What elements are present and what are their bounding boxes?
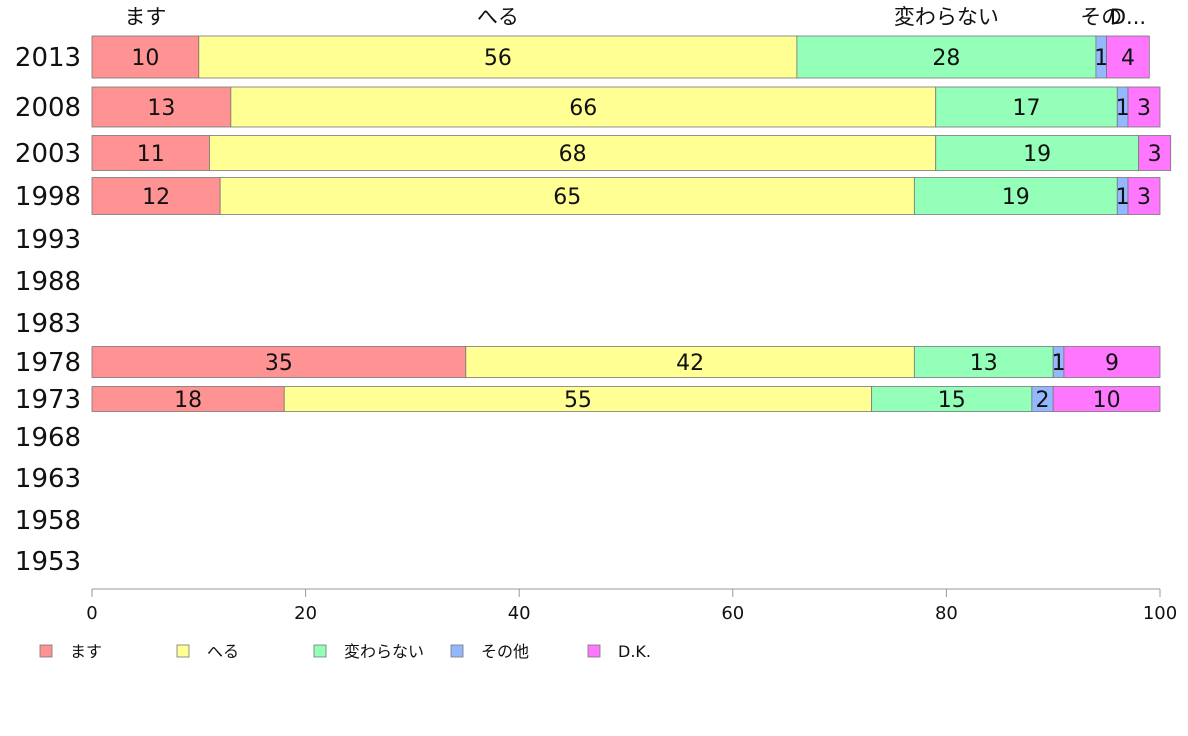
bar-2003-2 bbox=[935, 135, 1140, 171]
bar-label-2008-3: 1 bbox=[1116, 96, 1130, 121]
bar-label-2003-0: 11 bbox=[137, 142, 165, 167]
year-labels: 2013 2008 2003 1998 1993 1988 1983 1978 1973 1968… bbox=[15, 43, 81, 577]
x-tick-label-4: 80 bbox=[935, 603, 958, 624]
bar-label-1998-2: 19 bbox=[1002, 185, 1030, 210]
bar-2013-1 bbox=[198, 35, 798, 79]
bar-label-2013-3: 1 bbox=[1094, 46, 1108, 71]
top-label-2: 変わらない bbox=[894, 5, 999, 29]
bar-label-1973-2: 15 bbox=[938, 388, 966, 413]
bar-label-1978-1: 42 bbox=[676, 351, 704, 376]
top-label-1: へる bbox=[477, 5, 519, 29]
bar-1973-0 bbox=[91, 386, 285, 412]
legend-swatch-1 bbox=[176, 644, 190, 658]
x-axis: 0 20 40 60 80 100 bbox=[86, 588, 1177, 624]
legend-swatch-2 bbox=[313, 644, 327, 658]
legend: ます へる 変わらない その他 D.K. bbox=[39, 642, 651, 661]
bar-2013-2 bbox=[796, 35, 1097, 79]
legend-label-0: ます bbox=[70, 642, 102, 661]
bar-label-2008-4: 3 bbox=[1137, 96, 1151, 121]
legend-swatch-4 bbox=[587, 644, 601, 658]
year-label-1998: 1998 bbox=[15, 182, 81, 212]
year-label-1963: 1963 bbox=[15, 464, 81, 494]
bar-label-1973-0: 18 bbox=[174, 388, 202, 413]
legend-swatch-3 bbox=[450, 644, 464, 658]
bar-1973-4 bbox=[1052, 386, 1161, 412]
bar-1998-2 bbox=[913, 177, 1118, 215]
bar-2003-4 bbox=[1138, 135, 1172, 171]
legend-label-2: 変わらない bbox=[344, 642, 424, 661]
bar-2008-1 bbox=[230, 86, 937, 128]
year-label-1973: 1973 bbox=[15, 385, 81, 415]
year-label-1953: 1953 bbox=[15, 547, 81, 577]
bar-1998-0 bbox=[91, 177, 221, 215]
bar-label-1978-3: 1 bbox=[1052, 351, 1066, 376]
legend-label-3: その他 bbox=[481, 642, 529, 661]
bar-label-2003-1: 68 bbox=[559, 142, 587, 167]
bar-label-1973-4: 10 bbox=[1093, 388, 1121, 413]
top-labels: ます へる 変わらない そのD... bbox=[124, 5, 1146, 29]
bar-label-1978-2: 13 bbox=[970, 351, 998, 376]
x-tick-label-1: 20 bbox=[294, 603, 317, 624]
year-label-1983: 1983 bbox=[15, 309, 81, 339]
x-tick-label-5: 100 bbox=[1143, 603, 1177, 624]
bar-label-1973-3: 2 bbox=[1036, 388, 1050, 413]
bar-2013-4 bbox=[1106, 35, 1150, 79]
bar-1998-1 bbox=[219, 177, 915, 215]
bar-1978-1 bbox=[465, 346, 915, 378]
bar-2003-0 bbox=[91, 135, 210, 171]
bar-label-2008-1: 66 bbox=[569, 96, 597, 121]
bar-1978-4 bbox=[1063, 346, 1161, 378]
year-label-1968: 1968 bbox=[15, 423, 81, 453]
bar-label-1998-3: 1 bbox=[1116, 185, 1130, 210]
bar-label-1978-4: 9 bbox=[1105, 351, 1119, 376]
bars: 10 56 28 1 413 66 17 1 311 68 19 312 65 19 1 335 42 13 1 91… bbox=[91, 35, 1172, 413]
bar-label-1998-1: 65 bbox=[553, 185, 581, 210]
year-label-1993: 1993 bbox=[15, 225, 81, 255]
bar-label-2013-2: 28 bbox=[932, 46, 960, 71]
bar-2003-1 bbox=[209, 135, 937, 171]
year-label-2008: 2008 bbox=[15, 93, 81, 123]
year-label-1978: 1978 bbox=[15, 348, 81, 378]
legend-label-4: D.K. bbox=[618, 642, 651, 661]
year-label-1988: 1988 bbox=[15, 267, 81, 297]
bar-label-2013-1: 56 bbox=[484, 46, 512, 71]
bar-label-2008-0: 13 bbox=[147, 96, 175, 121]
top-label-0: ます bbox=[124, 5, 166, 29]
legend-label-1: へる bbox=[207, 642, 239, 661]
bar-label-1973-1: 55 bbox=[564, 388, 592, 413]
bar-label-2013-0: 10 bbox=[131, 46, 159, 71]
year-label-2013: 2013 bbox=[15, 43, 81, 73]
top-label-3: その bbox=[1080, 5, 1122, 29]
bar-label-1978-0: 35 bbox=[265, 351, 293, 376]
bar-2008-0 bbox=[91, 86, 232, 128]
bar-1978-2 bbox=[913, 346, 1054, 378]
bar-label-2008-2: 17 bbox=[1013, 96, 1041, 121]
top-label-4: D... bbox=[1110, 5, 1146, 29]
bar-2008-2 bbox=[935, 86, 1118, 128]
bar-label-2003-4: 3 bbox=[1148, 142, 1162, 167]
year-label-1958: 1958 bbox=[15, 506, 81, 536]
bar-1998-4 bbox=[1127, 177, 1161, 215]
bar-label-2013-4: 4 bbox=[1121, 46, 1135, 71]
x-tick-label-2: 40 bbox=[508, 603, 531, 624]
bar-label-1998-4: 3 bbox=[1137, 185, 1151, 210]
x-tick-label-0: 0 bbox=[86, 603, 97, 624]
year-label-2003: 2003 bbox=[15, 139, 81, 169]
bar-1973-1 bbox=[283, 386, 873, 412]
x-tick-label-3: 60 bbox=[721, 603, 744, 624]
bar-label-2003-2: 19 bbox=[1023, 142, 1051, 167]
bar-1978-0 bbox=[91, 346, 467, 378]
legend-swatch-0 bbox=[39, 644, 53, 658]
bar-label-1998-0: 12 bbox=[142, 185, 170, 210]
bar-2008-4 bbox=[1127, 86, 1161, 128]
bar-2013-0 bbox=[91, 35, 200, 79]
